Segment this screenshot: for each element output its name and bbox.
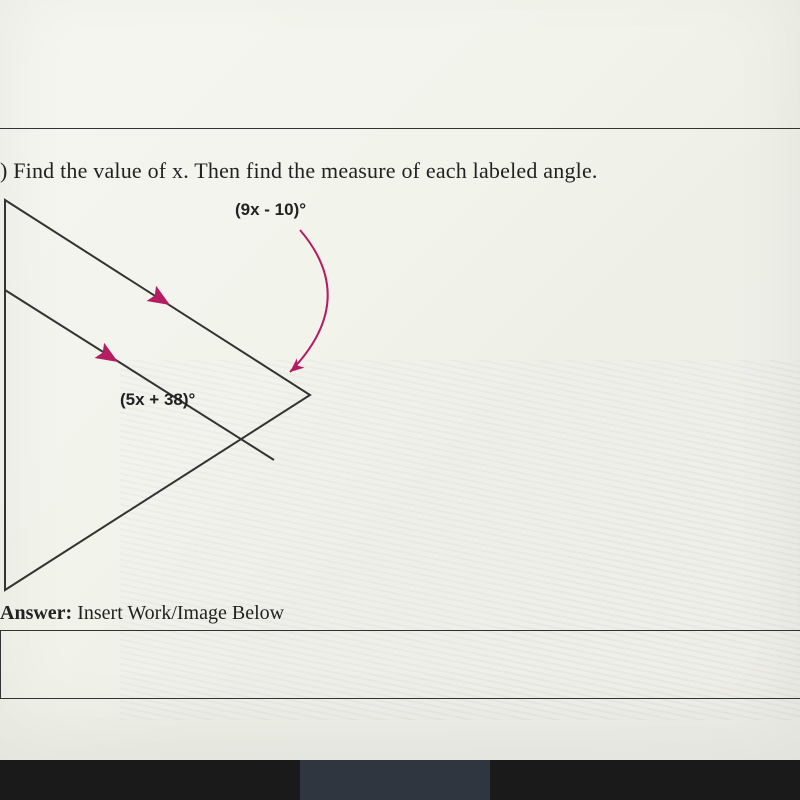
geometry-diagram: (9x - 10)° (5x + 38)° xyxy=(0,190,470,600)
answer-rule-bottom xyxy=(0,698,800,699)
diagram-svg xyxy=(0,190,470,600)
question-line: ) Find the value of x. Then find the mea… xyxy=(0,158,598,184)
angle-label-bottom: (5x + 38)° xyxy=(120,390,195,410)
arc-pointer xyxy=(290,230,328,372)
angle-label-top: (9x - 10)° xyxy=(235,200,306,220)
question-number-paren: ) xyxy=(0,158,8,183)
question-text-content: Find the value of x. Then find the measu… xyxy=(8,158,598,183)
top-rule xyxy=(0,128,800,129)
taskbar[interactable] xyxy=(0,760,800,800)
parallel-arrow-inner xyxy=(95,343,123,370)
parallel-arrow-top xyxy=(147,286,175,313)
answer-label: Answer: Insert Work/Image Below xyxy=(0,602,284,625)
taskbar-segment[interactable] xyxy=(300,760,490,800)
answer-label-bold: Answer: xyxy=(0,602,72,624)
answer-label-rest: Insert Work/Image Below xyxy=(72,602,284,624)
inner-parallel-line xyxy=(5,290,274,460)
document-viewport: ) Find the value of x. Then find the mea… xyxy=(0,0,800,760)
arc-arrowhead xyxy=(286,358,304,376)
answer-rule-left xyxy=(0,630,1,698)
answer-rule-top xyxy=(0,630,800,631)
